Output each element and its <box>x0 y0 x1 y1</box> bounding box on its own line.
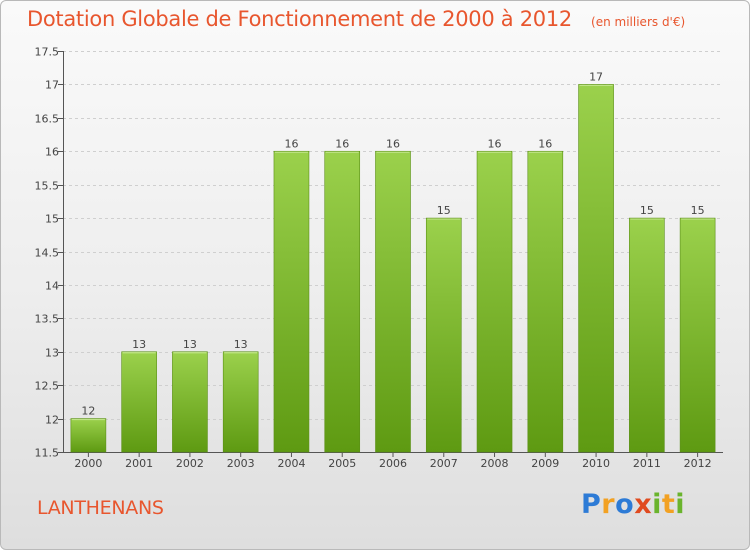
y-tick-label: 11.5 <box>35 447 60 460</box>
x-tick-label: 2007 <box>430 457 458 470</box>
bar <box>375 150 411 453</box>
y-tick-label: 15.5 <box>35 180 60 193</box>
data-label: 15 <box>640 204 654 217</box>
data-label: 16 <box>386 137 400 150</box>
data-label: 16 <box>335 137 349 150</box>
commune-name: LANTHENANS <box>37 497 164 519</box>
y-tick-label: 16 <box>45 146 59 159</box>
x-tick-label: 2003 <box>227 457 255 470</box>
y-tick-label: 12 <box>45 414 59 427</box>
x-tick-label: 2002 <box>176 457 204 470</box>
x-tick-label: 2005 <box>328 457 356 470</box>
proxiti-logo[interactable]: Proxiti <box>581 489 686 520</box>
y-tick-label: 14 <box>45 280 59 293</box>
bar <box>629 217 665 453</box>
x-tick-label: 2009 <box>531 457 559 470</box>
bar <box>578 84 614 453</box>
title-row: Dotation Globale de Fonctionnement de 20… <box>27 7 685 31</box>
y-tick-label: 15 <box>45 213 59 226</box>
bar <box>527 150 564 453</box>
x-tick-label: 2010 <box>582 457 610 470</box>
axes <box>58 51 723 457</box>
x-tick-label: 2008 <box>481 457 509 470</box>
y-tick-label: 17 <box>45 79 59 92</box>
bar <box>476 150 513 453</box>
data-label: 16 <box>488 137 502 150</box>
data-label: 16 <box>538 137 552 150</box>
data-label: 12 <box>81 405 95 418</box>
y-tick-label: 12.5 <box>35 380 60 393</box>
data-label: 13 <box>183 338 197 351</box>
data-label: 13 <box>234 338 248 351</box>
bar <box>324 150 361 453</box>
y-tick-label: 14.5 <box>35 247 60 260</box>
x-tick-label: 2006 <box>379 457 407 470</box>
x-tick-label: 2004 <box>277 457 305 470</box>
chart-unit: (en milliers d'€) <box>591 15 686 29</box>
y-tick-label: 13.5 <box>35 313 60 326</box>
x-tick-label: 2011 <box>633 457 661 470</box>
y-tick-label: 17.5 <box>35 46 60 59</box>
bar <box>679 217 716 453</box>
data-label: 13 <box>132 338 146 351</box>
x-tick-label: 2001 <box>125 457 153 470</box>
x-tick-label: 2012 <box>684 457 712 470</box>
y-tick-label: 13 <box>45 347 59 360</box>
bar <box>273 150 310 453</box>
bars <box>70 84 716 453</box>
bar <box>121 351 157 453</box>
data-label: 15 <box>437 204 451 217</box>
data-label: 17 <box>589 70 603 83</box>
y-tick-label: 16.5 <box>35 113 60 126</box>
bar <box>70 418 107 453</box>
x-tick-label: 2000 <box>74 457 102 470</box>
bar <box>425 217 462 453</box>
data-label: 15 <box>691 204 705 217</box>
bar <box>222 351 259 453</box>
labels: 11.5 12 12.5 13 13.5 14 14.5 15 15.5 16 16.5 17 17.5… <box>35 46 712 471</box>
bar <box>172 351 208 453</box>
data-label: 16 <box>284 137 298 150</box>
chart-title: Dotation Globale de Fonctionnement de 20… <box>27 7 572 31</box>
